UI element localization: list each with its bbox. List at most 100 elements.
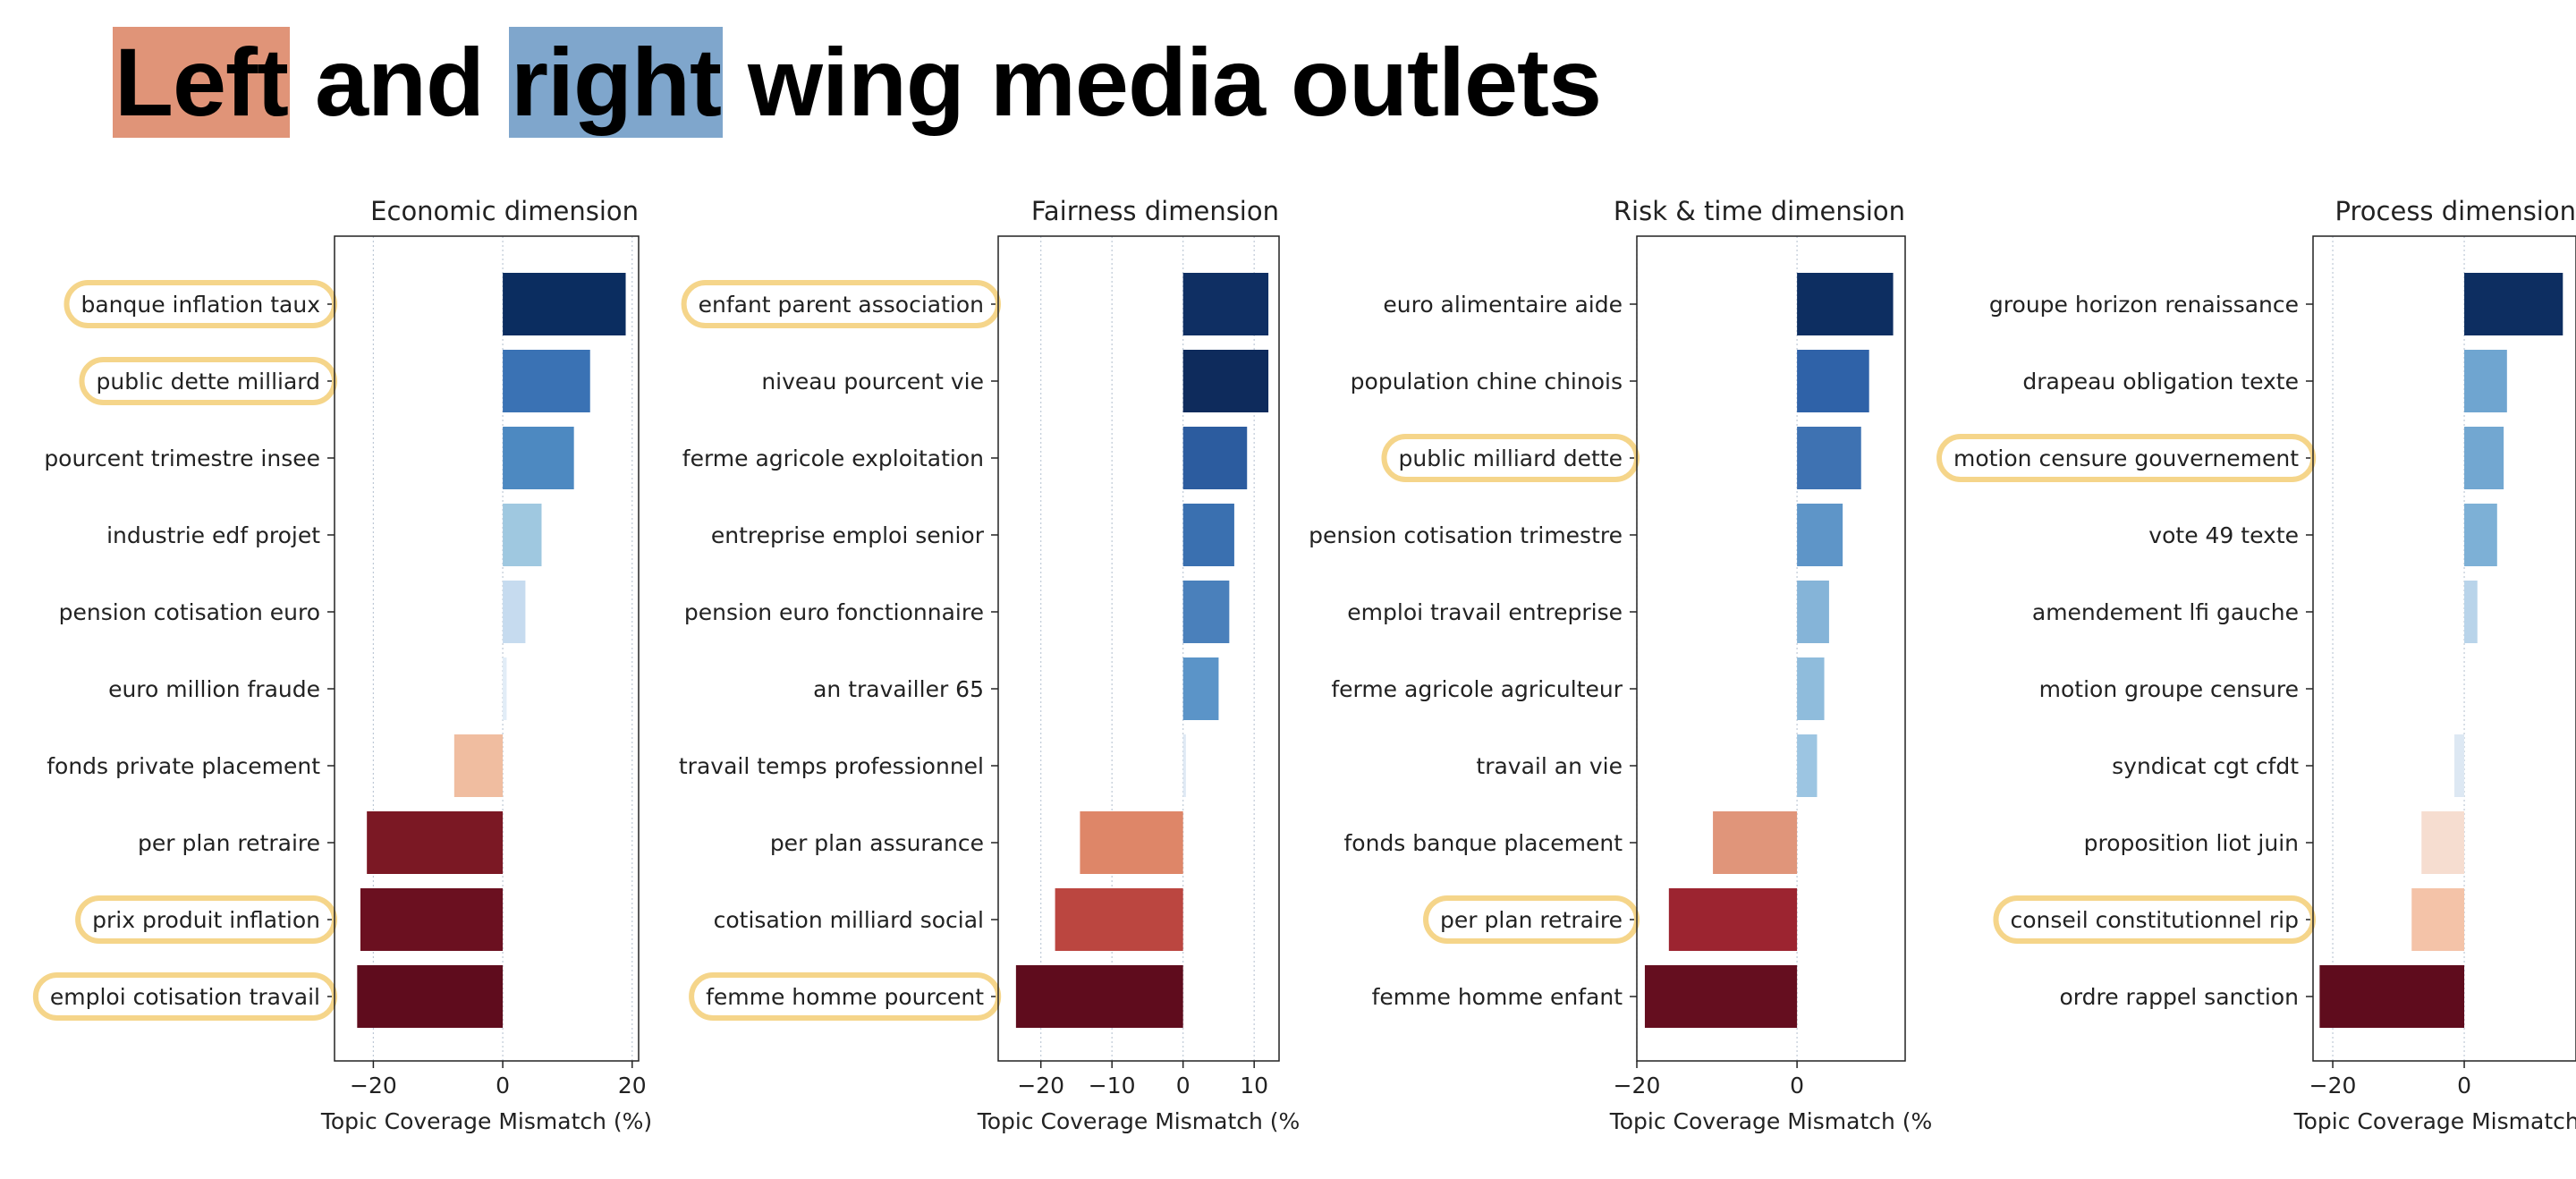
category-label: cotisation milliard social bbox=[714, 907, 984, 933]
bar bbox=[453, 734, 504, 797]
bar bbox=[1797, 273, 1894, 335]
bar bbox=[1080, 811, 1183, 874]
category-label: an travailler 65 bbox=[813, 676, 984, 702]
bar bbox=[367, 811, 504, 874]
category-label: femme homme pourcent bbox=[706, 984, 984, 1010]
x-axis-label: Topic Coverage Mismatch (% bbox=[977, 1108, 1301, 1134]
bar bbox=[503, 657, 507, 720]
x-tick-label: −20 bbox=[1614, 1073, 1661, 1098]
bar bbox=[2319, 965, 2465, 1028]
bar bbox=[1668, 888, 1798, 951]
category-label: ferme agricole exploitation bbox=[682, 445, 984, 471]
bar bbox=[503, 273, 626, 335]
chart-panel-3: euro alimentaire aide population chine ch… bbox=[1309, 196, 1932, 1134]
bar bbox=[503, 350, 590, 412]
bar bbox=[2464, 504, 2497, 566]
category-label: travail temps professionnel bbox=[679, 753, 984, 779]
bar bbox=[1182, 657, 1219, 720]
category-label: emploi travail entreprise bbox=[1347, 599, 1623, 625]
category-label: motion censure gouvernement bbox=[1953, 445, 2299, 471]
category-label: niveau pourcent vie bbox=[761, 369, 984, 394]
bar bbox=[1797, 657, 1825, 720]
title-middle-word: and bbox=[314, 28, 485, 136]
title-left-word: Left bbox=[113, 27, 290, 138]
category-label: banque inflation taux bbox=[80, 292, 320, 318]
x-tick-label: 10 bbox=[1240, 1073, 1268, 1098]
category-label: fonds private placement bbox=[47, 753, 320, 779]
bar bbox=[1182, 734, 1186, 797]
category-label: enfant parent association bbox=[699, 292, 984, 318]
category-label: ferme agricole agriculteur bbox=[1331, 676, 1623, 702]
bar bbox=[2464, 273, 2563, 335]
category-label: pourcent trimestre insee bbox=[44, 445, 320, 471]
bar bbox=[2454, 734, 2465, 797]
x-axis-label: Topic Coverage Mismatch ( bbox=[2293, 1108, 2576, 1134]
bar bbox=[2464, 427, 2504, 489]
category-label: per plan retraire bbox=[138, 830, 320, 856]
bar bbox=[1055, 888, 1183, 951]
x-axis-label: Topic Coverage Mismatch (%) bbox=[320, 1108, 652, 1134]
category-label: pension cotisation euro bbox=[59, 599, 320, 625]
category-label: per plan retraire bbox=[1440, 907, 1623, 933]
bar bbox=[1644, 965, 1798, 1028]
x-axis-label: Topic Coverage Mismatch (% bbox=[1609, 1108, 1933, 1134]
category-label: prix produit inflation bbox=[92, 907, 320, 933]
bar bbox=[357, 965, 504, 1028]
category-label: motion groupe censure bbox=[2039, 676, 2299, 702]
category-label: public milliard dette bbox=[1398, 445, 1623, 471]
category-label: per plan assurance bbox=[770, 830, 984, 856]
category-label: conseil constitutionnel rip bbox=[2010, 907, 2299, 933]
axes-frame bbox=[334, 235, 640, 1062]
x-tick-label: 20 bbox=[618, 1073, 647, 1098]
bar bbox=[2411, 888, 2465, 951]
bar bbox=[1182, 504, 1234, 566]
title-rest: wing media outlets bbox=[747, 28, 1602, 136]
x-tick-label: 0 bbox=[2457, 1073, 2471, 1098]
category-label: industrie edf projet bbox=[106, 522, 320, 548]
bar bbox=[360, 888, 504, 951]
bar bbox=[1182, 581, 1230, 643]
category-label: euro million fraude bbox=[108, 676, 320, 702]
axes-frame bbox=[1636, 235, 1906, 1062]
bar bbox=[1713, 811, 1798, 874]
bar bbox=[2421, 811, 2465, 874]
category-label: proposition liot juin bbox=[2084, 830, 2299, 856]
axes-frame bbox=[2312, 235, 2576, 1062]
category-label: groupe horizon renaissance bbox=[1989, 292, 2299, 318]
bar bbox=[503, 504, 542, 566]
chart-title: Process dimension bbox=[2335, 196, 2576, 226]
x-tick-label: −20 bbox=[2309, 1073, 2357, 1098]
x-tick-label: −20 bbox=[1017, 1073, 1064, 1098]
category-label: amendement lfi gauche bbox=[2032, 599, 2299, 625]
axes-frame bbox=[997, 235, 1280, 1062]
x-tick-label: 0 bbox=[1790, 1073, 1804, 1098]
category-label: public dette milliard bbox=[96, 369, 320, 394]
x-tick-label: −10 bbox=[1089, 1073, 1136, 1098]
category-label: euro alimentaire aide bbox=[1383, 292, 1623, 318]
category-label: population chine chinois bbox=[1351, 369, 1623, 394]
chart-title: Fairness dimension bbox=[1031, 196, 1279, 226]
bar bbox=[1797, 734, 1818, 797]
bar bbox=[1182, 273, 1269, 335]
bar bbox=[1797, 504, 1843, 566]
slide-title: Left and right wing media outlets bbox=[113, 25, 1602, 140]
bar bbox=[2464, 350, 2507, 412]
category-label: pension cotisation trimestre bbox=[1309, 522, 1623, 548]
bar bbox=[1797, 350, 1869, 412]
category-label: syndicat cgt cfdt bbox=[2112, 753, 2299, 779]
bar bbox=[1182, 427, 1248, 489]
category-label: vote 49 texte bbox=[2148, 522, 2299, 548]
bar bbox=[1182, 350, 1269, 412]
category-label: pension euro fonctionnaire bbox=[684, 599, 984, 625]
bar bbox=[503, 581, 526, 643]
bar bbox=[1015, 965, 1183, 1028]
x-tick-label: 0 bbox=[1176, 1073, 1191, 1098]
bar bbox=[503, 427, 574, 489]
bar bbox=[1797, 581, 1829, 643]
category-label: ordre rappel sanction bbox=[2060, 984, 2300, 1010]
bar bbox=[2464, 581, 2478, 643]
category-label: drapeau obligation texte bbox=[2022, 369, 2299, 394]
chart-title: Risk & time dimension bbox=[1614, 196, 1905, 226]
category-label: travail an vie bbox=[1476, 753, 1623, 779]
